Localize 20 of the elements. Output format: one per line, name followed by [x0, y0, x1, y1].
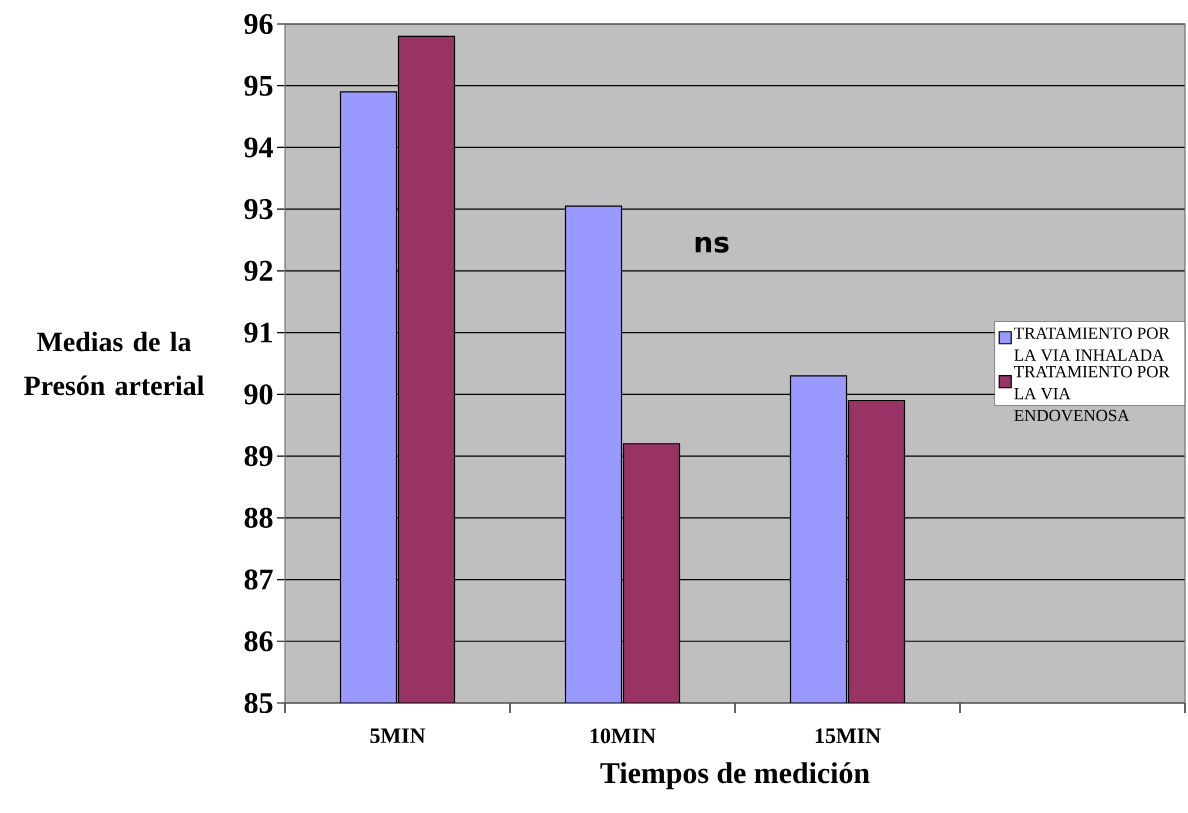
y-tick-label: 90 [244, 384, 273, 405]
y-tick-label: 94 [244, 137, 273, 158]
x-axis-title: Tiempos de medición [600, 762, 870, 790]
x-tick-label: 10MIN [590, 728, 656, 744]
y-tick-label: 96 [244, 13, 273, 35]
legend-label: TRATAMIENTO POR LA VIA ENDOVENOSA [1014, 365, 1170, 422]
annotation: ns [695, 236, 729, 253]
y-tick-label: 91 [244, 322, 272, 343]
y-tick-label: 85 [244, 692, 273, 714]
y-tick-label: 88 [244, 507, 273, 528]
y-tick-label: 93 [244, 199, 273, 220]
y-axis-title: Medias de la Presón arterial [24, 331, 204, 396]
y-tick-label: 95 [244, 75, 273, 96]
y-tick-label: 86 [244, 631, 273, 652]
legend-label: TRATAMIENTO POR LA VIA INHALADA [1014, 327, 1170, 361]
y-tick-label: 87 [244, 569, 273, 590]
y-tick-label: 92 [244, 260, 273, 281]
x-tick-label: 5MIN [370, 728, 426, 744]
y-tick-label: 89 [244, 445, 273, 467]
x-tick-label: 15MIN [815, 728, 881, 744]
